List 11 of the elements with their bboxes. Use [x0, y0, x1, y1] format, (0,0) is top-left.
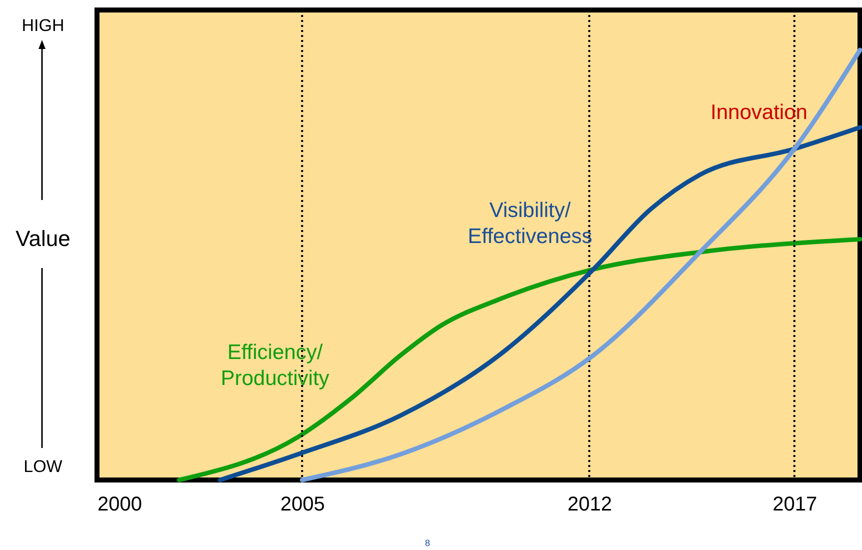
x-tick-label: 2000	[98, 494, 142, 516]
series-label: Visibility/ Effectiveness	[468, 199, 592, 248]
y-axis-title: Value	[14, 226, 72, 252]
text: HIGH	[20, 16, 66, 36]
text: LOW	[22, 457, 64, 477]
text: 8	[425, 538, 430, 548]
x-tick-label: 2012	[568, 494, 612, 516]
x-tick-label: 2017	[772, 494, 818, 516]
series-label: Efficiency/ Productivity	[220, 341, 330, 390]
x-tick-label: 2005	[280, 494, 325, 516]
series-label: Innovation	[710, 101, 808, 124]
